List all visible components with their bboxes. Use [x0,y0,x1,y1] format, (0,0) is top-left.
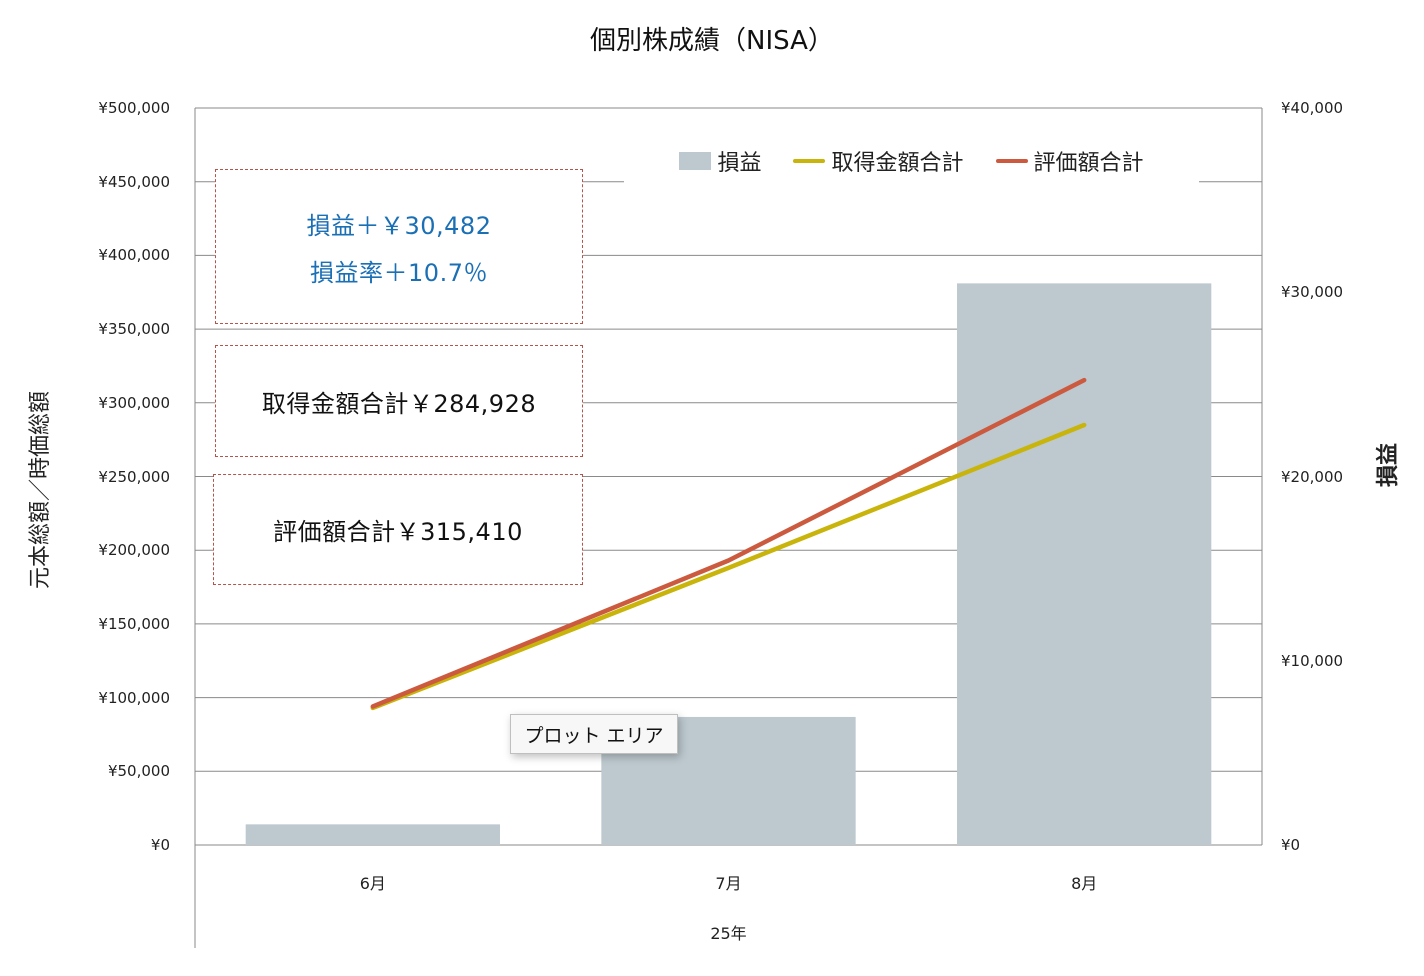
y-tick-right-label: ¥20,000 [1281,467,1344,486]
y-tick-left-label: ¥0 [150,836,170,854]
bar-profit [245,824,500,845]
legend-label-profit: 損益 [717,151,762,176]
bar-profit [957,283,1212,845]
y-tick-left-label: ¥500,000 [98,99,170,117]
y-tick-right-label: ¥30,000 [1281,283,1344,302]
y-tick-left-label: ¥100,000 [98,688,170,707]
y-tick-left-label: ¥400,000 [98,246,170,265]
x-group-label: 25年 [710,924,747,943]
y-tick-right-label: ¥0 [1281,836,1301,854]
series-line-value [370,377,1087,709]
annotation-cost: 取得金額合計￥284,928 [215,345,583,457]
legend-item-profit: 損益 [679,145,761,177]
legend-label-cost: 取得金額合計 [831,151,964,176]
legend-swatch-profit [679,152,712,170]
annotation-value-line-1: 評価額合計￥315,410 [273,518,523,546]
annotation-cost-line-1: 取得金額合計￥284,928 [261,389,537,418]
x-tick-label: 7月 [715,874,742,893]
y-tick-left-label: ¥50,000 [107,762,170,781]
legend-item-value: 評価額合計 [995,145,1144,177]
y-tick-left-label: ¥200,000 [98,541,170,560]
annotation-profit-line-2: 損益率＋10.7％ [310,258,488,287]
series-line-cost [370,422,1087,711]
y-tick-left-label: ¥150,000 [98,614,170,633]
legend-swatch-cost [793,159,826,163]
legend-label-value: 評価額合計 [1033,151,1144,176]
legend-swatch-value [995,159,1028,163]
y-tick-left-label: ¥300,000 [98,393,170,412]
legend-item-cost: 取得金額合計 [793,145,964,177]
y-tick-right-label: ¥10,000 [1281,651,1344,670]
annotation-value: 評価額合計￥315,410 [213,474,583,585]
plot-area-tooltip: プロット エリア [510,714,678,754]
annotation-profit-line-1: 損益＋￥30,482 [306,211,492,240]
chart-title: 個別株成績（NISA） [590,26,834,56]
annotation-profit: 損益＋￥30,482 損益率＋10.7％ [215,169,583,324]
legend: 損益 取得金額合計 評価額合計 [624,136,1199,186]
y-tick-left-label: ¥450,000 [98,172,170,191]
y-tick-right-label: ¥40,000 [1281,99,1344,117]
y-tick-left-label: ¥250,000 [98,467,170,486]
y-tick-left-label: ¥350,000 [98,320,170,339]
x-tick-label: 6月 [359,874,386,893]
x-tick-label: 8月 [1071,874,1098,893]
